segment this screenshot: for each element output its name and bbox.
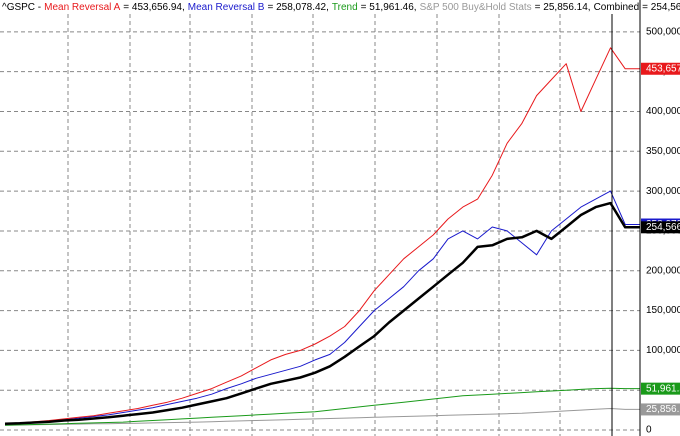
y-tick-label: 0 <box>646 425 652 436</box>
legend-value: = 25,856.14, <box>535 2 591 13</box>
end-label-box <box>641 382 680 395</box>
legend-value: = 51,961.46, <box>361 2 417 13</box>
legend-value: = 453,656.94, <box>123 2 184 13</box>
legend-name: S&P 500 Buy&Hold Stats <box>420 2 532 13</box>
y-tick-label: 500,000 <box>646 26 680 37</box>
end-label-box <box>641 221 680 234</box>
y-tick-label: 300,000 <box>646 186 680 197</box>
end-label: 51,961.5 <box>646 383 680 394</box>
series-line <box>4 201 640 425</box>
end-label: 254,566 <box>646 222 680 233</box>
series-line <box>4 408 640 426</box>
end-label: 25,856.1 <box>646 404 680 415</box>
legend-name: Trend <box>332 2 358 13</box>
series-line <box>4 190 640 425</box>
legend-value: = 254,565.6 <box>642 2 680 13</box>
legend-value: = 258,078.42, <box>267 2 328 13</box>
legend-name: Mean Reversal A <box>44 2 120 13</box>
y-tick-label: 100,000 <box>646 345 680 356</box>
y-tick-label: 350,000 <box>646 146 680 157</box>
legend-name: Combined <box>594 2 640 13</box>
y-tick-label: 400,000 <box>646 106 680 117</box>
title-prefix: ^GSPC - <box>2 2 41 13</box>
series-line <box>4 387 640 426</box>
end-label-box <box>641 62 680 75</box>
series-line <box>4 47 640 425</box>
vertical-grid <box>67 14 561 436</box>
end-label-box <box>641 403 680 416</box>
y-tick-label: 200,000 <box>646 265 680 276</box>
end-label: 453,657 <box>646 63 680 74</box>
legend-name: Mean Reversal B <box>188 2 265 13</box>
y-tick-label: 150,000 <box>646 305 680 316</box>
chart-title: ^GSPC - Mean Reversal A = 453,656.94, Mean … <box>2 2 680 13</box>
